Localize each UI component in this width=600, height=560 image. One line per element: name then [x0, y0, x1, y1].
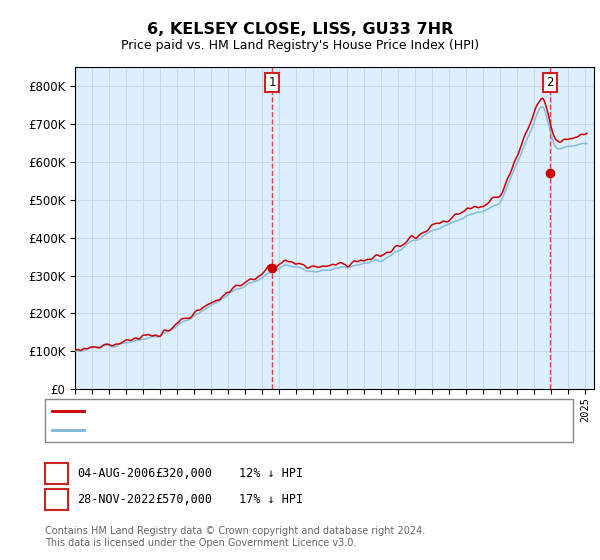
- Text: £570,000: £570,000: [155, 493, 212, 506]
- Text: 6, KELSEY CLOSE, LISS, GU33 7HR (detached house): 6, KELSEY CLOSE, LISS, GU33 7HR (detache…: [89, 406, 382, 416]
- Text: 6, KELSEY CLOSE, LISS, GU33 7HR: 6, KELSEY CLOSE, LISS, GU33 7HR: [147, 22, 453, 38]
- Text: 28-NOV-2022: 28-NOV-2022: [77, 493, 155, 506]
- Text: HPI: Average price, detached house, East Hampshire: HPI: Average price, detached house, East…: [89, 425, 383, 435]
- Text: Contains HM Land Registry data © Crown copyright and database right 2024.
This d: Contains HM Land Registry data © Crown c…: [45, 526, 425, 548]
- Text: 17% ↓ HPI: 17% ↓ HPI: [239, 493, 303, 506]
- Text: Price paid vs. HM Land Registry's House Price Index (HPI): Price paid vs. HM Land Registry's House …: [121, 39, 479, 52]
- Text: 1: 1: [268, 76, 276, 89]
- Text: 12% ↓ HPI: 12% ↓ HPI: [239, 466, 303, 480]
- Text: 04-AUG-2006: 04-AUG-2006: [77, 466, 155, 480]
- Text: 1: 1: [52, 466, 61, 480]
- Text: 2: 2: [52, 493, 61, 506]
- Text: £320,000: £320,000: [155, 466, 212, 480]
- Text: 2: 2: [546, 76, 554, 89]
